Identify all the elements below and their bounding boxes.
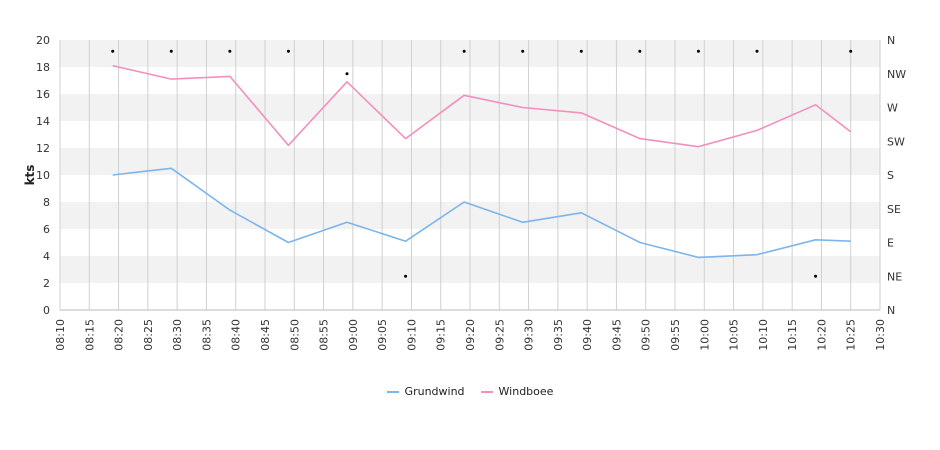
legend-label-grundwind: Grundwind (404, 385, 465, 398)
x-tick-label: 08:55 (318, 319, 331, 351)
x-tick-label: 10:15 (786, 319, 799, 351)
y-tick-label: 6 (43, 223, 50, 236)
x-tick-label: 09:15 (435, 319, 448, 351)
direction-marker (228, 49, 232, 53)
direction-tick-label: S (887, 169, 894, 182)
x-tick-label: 10:30 (874, 319, 887, 351)
direction-marker (579, 49, 583, 53)
x-tick-label: 08:30 (171, 319, 184, 351)
y-tick-label: 4 (43, 250, 50, 263)
x-tick-label: 08:20 (113, 319, 126, 351)
x-tick-label: 09:20 (464, 319, 477, 351)
x-tick-label: 09:35 (552, 319, 565, 351)
x-tick-label: 08:50 (288, 319, 301, 351)
direction-marker (814, 274, 818, 278)
direction-axis-ticks: N NE E SE S SW W NW N (887, 34, 906, 317)
x-tick-label: 09:45 (610, 319, 623, 351)
vertical-gridlines (59, 40, 881, 311)
y-axis-ticks: 0 2 4 6 8 10 12 14 16 18 20 (36, 34, 50, 317)
legend-swatch-grundwind (386, 390, 399, 393)
x-tick-label: 09:50 (640, 319, 653, 351)
direction-marker (755, 49, 759, 53)
y-tick-label: 16 (36, 88, 50, 101)
y-tick-label: 2 (43, 277, 50, 290)
direction-marker (521, 49, 525, 53)
direction-marker (638, 49, 642, 53)
x-tick-label: 08:45 (259, 319, 272, 351)
direction-markers (111, 49, 853, 278)
y-tick-label: 0 (43, 304, 50, 317)
x-tick-label: 10:00 (698, 319, 711, 351)
x-tick-label: 10:10 (757, 319, 770, 351)
legend-item-windboee[interactable]: Windboee (480, 385, 554, 398)
y-tick-label: 14 (36, 115, 50, 128)
x-tick-label: 09:30 (523, 319, 536, 351)
direction-marker (696, 49, 700, 53)
x-tick-label: 09:55 (669, 319, 682, 351)
direction-tick-label: NW (887, 68, 906, 81)
legend: Grundwind Windboee (0, 385, 940, 398)
direction-marker (111, 49, 115, 53)
legend-item-grundwind[interactable]: Grundwind (386, 385, 465, 398)
y-tick-label: 8 (43, 196, 50, 209)
x-tick-label: 10:05 (728, 319, 741, 351)
direction-marker (345, 72, 349, 76)
x-tick-label: 09:05 (376, 319, 389, 351)
x-tick-label: 09:40 (581, 319, 594, 351)
x-tick-label: 08:35 (200, 319, 213, 351)
direction-marker (169, 49, 173, 53)
series-lines (112, 64, 852, 259)
y-tick-label: 20 (36, 34, 50, 47)
direction-tick-label: NE (887, 270, 902, 283)
direction-marker (462, 49, 466, 53)
x-tick-label: 10:25 (845, 319, 858, 351)
direction-tick-label: N (887, 304, 895, 317)
legend-label-windboee: Windboee (498, 385, 554, 398)
y-tick-label: 10 (36, 169, 50, 182)
y-tick-label: 12 (36, 142, 50, 155)
series-line-windboee (112, 64, 852, 148)
x-tick-label: 08:10 (54, 319, 67, 351)
x-tick-label: 09:25 (493, 319, 506, 351)
x-tick-label: 08:15 (83, 319, 96, 351)
direction-marker (404, 274, 408, 278)
x-tick-label: 10:20 (815, 319, 828, 351)
series-line-grundwind (112, 167, 851, 259)
direction-tick-label: E (887, 237, 894, 250)
x-tick-label: 09:00 (347, 319, 360, 351)
y-tick-label: 18 (36, 61, 50, 74)
direction-tick-label: SE (887, 203, 901, 216)
x-tick-label: 08:40 (230, 319, 243, 351)
x-axis-ticks: 08:10 08:15 08:20 08:25 08:30 08:35 08:40 08:45… (54, 319, 887, 351)
direction-tick-label: SW (887, 135, 905, 148)
x-tick-label: 08:25 (142, 319, 155, 351)
direction-marker (849, 49, 853, 53)
direction-tick-label: W (887, 102, 898, 115)
direction-marker (286, 49, 290, 53)
direction-tick-label: N (887, 34, 895, 47)
x-tick-label: 09:10 (405, 319, 418, 351)
y-axis-label: kts (23, 165, 37, 186)
legend-swatch-windboee (480, 390, 493, 393)
